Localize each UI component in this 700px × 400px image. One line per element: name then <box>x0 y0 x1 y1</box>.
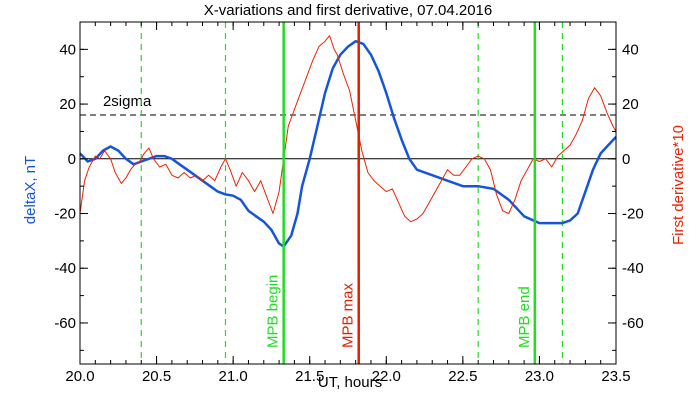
y-right-tick-label: -40 <box>622 260 644 277</box>
x-tick-label: 22.5 <box>448 368 477 385</box>
plot-frame <box>79 21 617 365</box>
threshold-label: 2sigma <box>103 93 152 110</box>
marker-label: MPB end <box>516 286 533 348</box>
x-tick-label: 21.0 <box>219 368 248 385</box>
x-tick-label: 23.5 <box>601 368 630 385</box>
x-tick-label: 23.0 <box>525 368 554 385</box>
marker-label: MPB begin <box>265 275 282 348</box>
y-left-tick-label: 40 <box>59 41 76 58</box>
y-right-tick-label: 40 <box>622 41 639 58</box>
x-tick-label: 20.0 <box>65 368 94 385</box>
x-tick-label: 22.0 <box>372 368 401 385</box>
y-right-tick-label: 20 <box>622 96 639 113</box>
x-tick-label: 21.5 <box>295 368 324 385</box>
x-axis-label: UT, hours <box>318 374 382 391</box>
y-left-tick-label: -20 <box>54 206 76 223</box>
y-left-tick-label: 0 <box>68 151 76 168</box>
y-left-tick-label: -40 <box>54 260 76 277</box>
y-left-tick-label: 20 <box>59 96 76 113</box>
y-right-tick-label: -60 <box>622 315 644 332</box>
y-axis-right-label: First derivative*10 <box>670 125 687 245</box>
y-right-tick-label: 0 <box>622 151 630 168</box>
deltax-series-line <box>79 39 617 248</box>
y-right-tick-label: -20 <box>622 206 644 223</box>
chart-title: X-variations and first derivative, 07.04… <box>204 2 493 19</box>
x-tick-label: 20.5 <box>142 368 171 385</box>
y-axis-left-label: deltaX, nT <box>22 156 39 224</box>
y-left-tick-label: -60 <box>54 315 76 332</box>
marker-label: MPB max <box>340 282 357 348</box>
derivative-series-line <box>79 35 617 223</box>
plot-area: 2sigma MPB begin MPB max MPB end 20.0 20.5 21.… <box>54 21 644 385</box>
